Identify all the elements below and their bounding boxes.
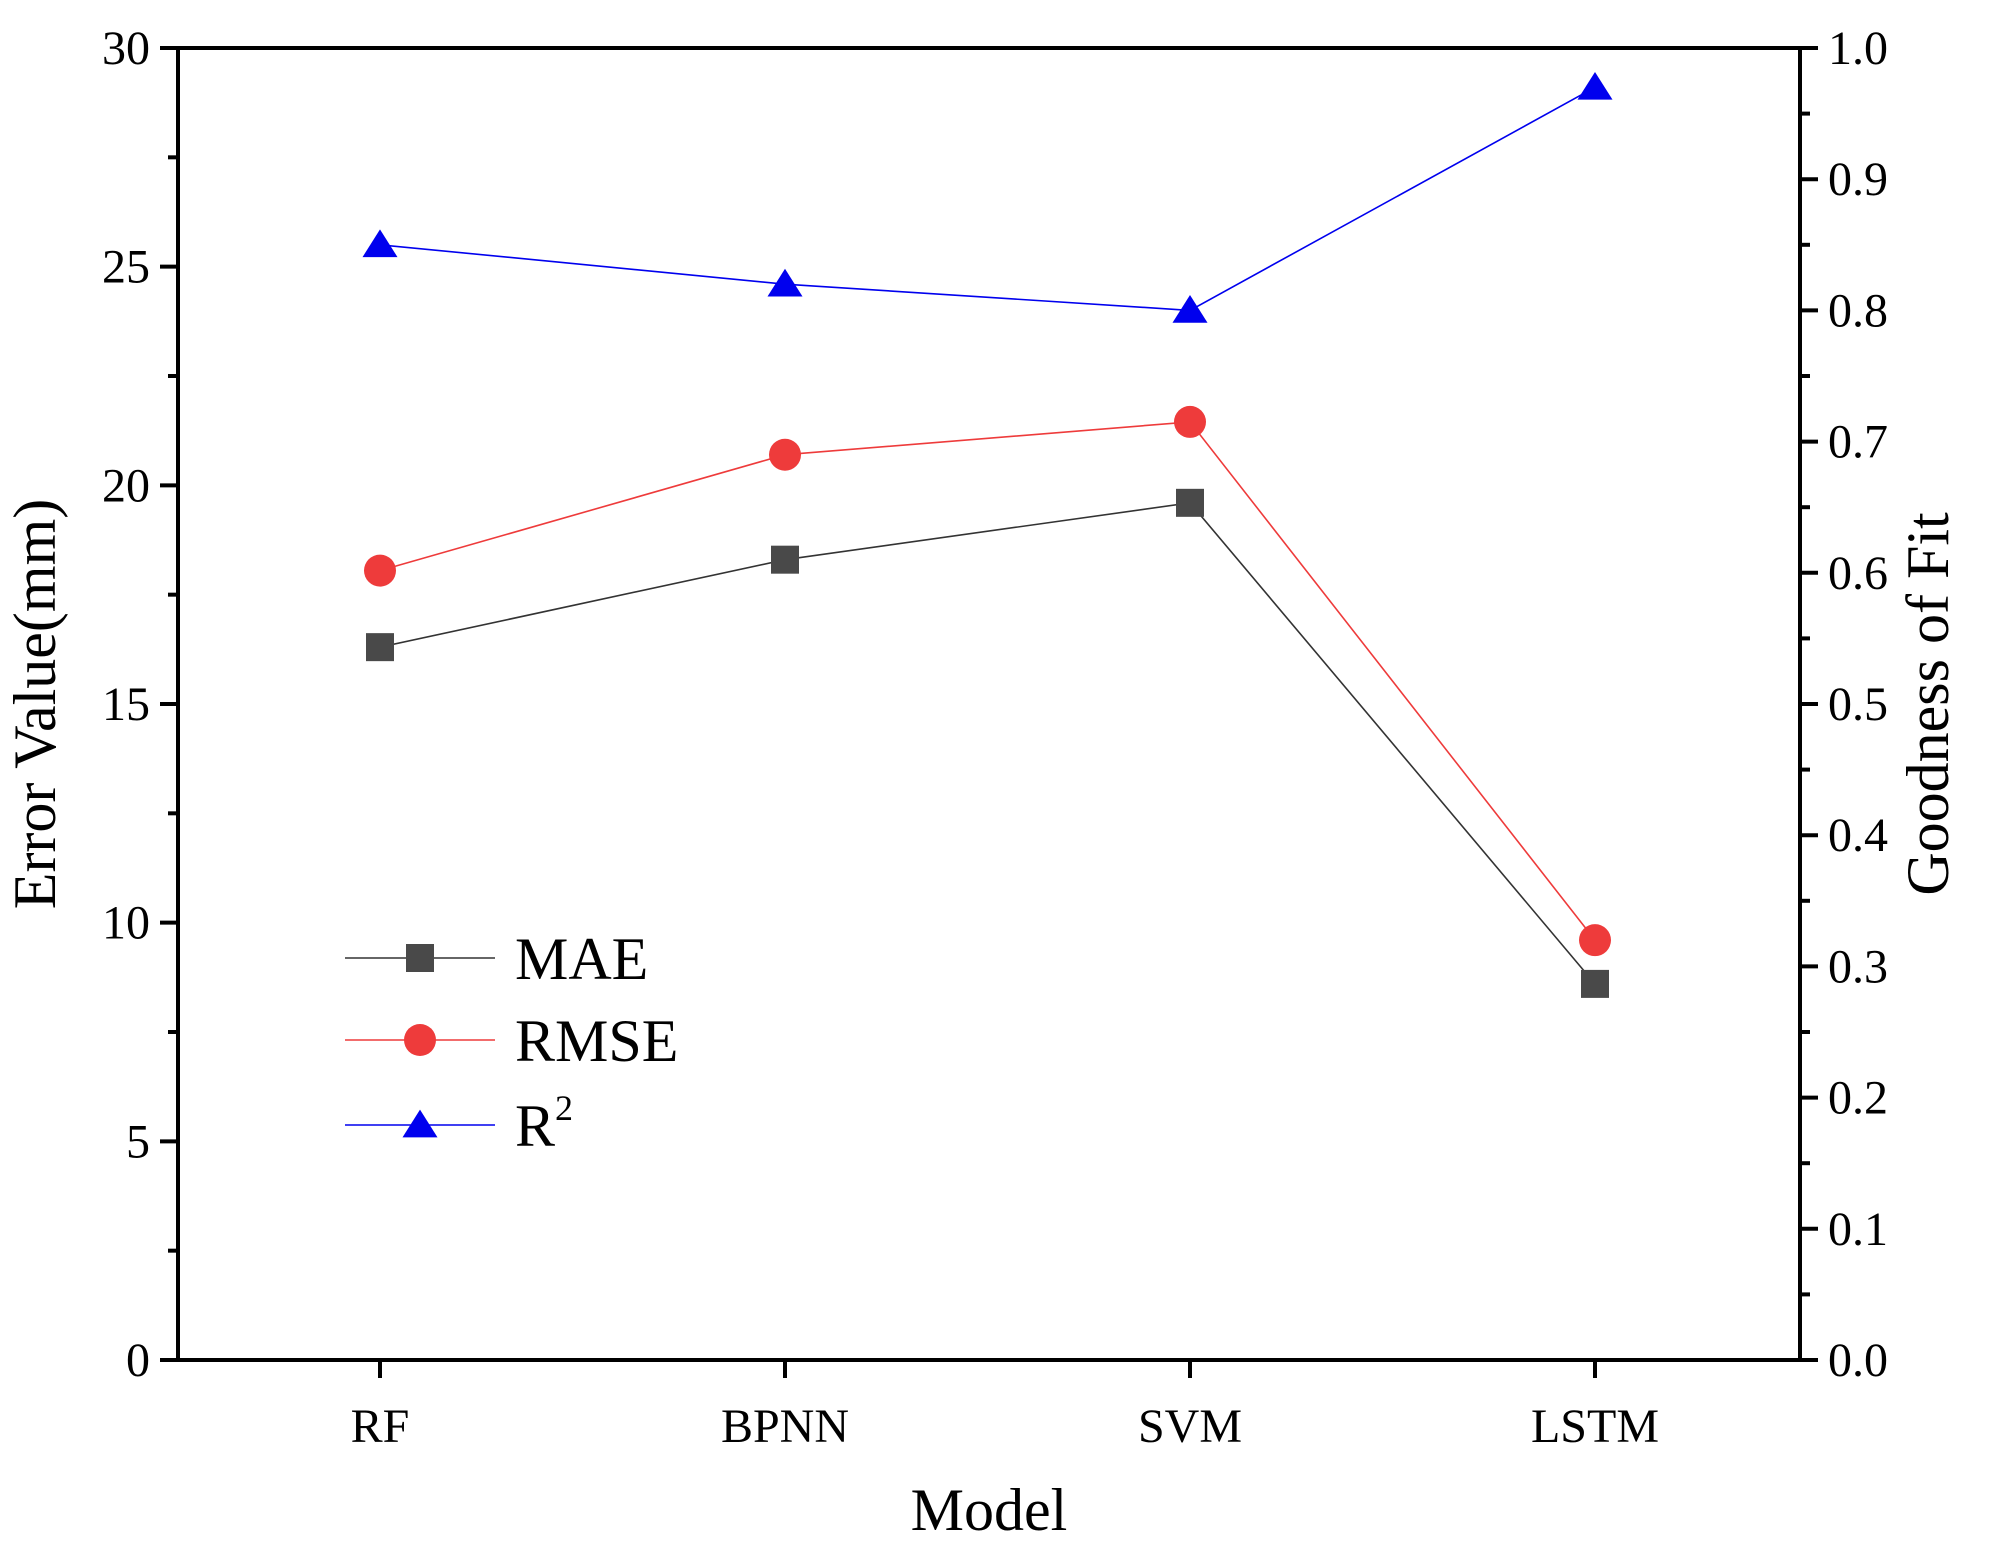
series-markers xyxy=(362,71,1613,998)
data-point-rmse xyxy=(364,554,396,587)
y-tick-label: 10 xyxy=(102,897,150,950)
data-point-r xyxy=(767,268,803,297)
y2-tick-label: 0.5 xyxy=(1828,678,1888,731)
y-tick-label: 5 xyxy=(126,1115,150,1168)
data-point-rmse xyxy=(769,438,801,471)
x-axis-title: Model xyxy=(911,1477,1068,1543)
data-point-rmse xyxy=(1579,924,1611,957)
y2-tick-label: 0.6 xyxy=(1828,547,1888,600)
x-axis: RF BPNN SVM LSTM xyxy=(351,1360,1659,1453)
data-point-r xyxy=(1577,71,1613,100)
series-lines xyxy=(379,86,1596,985)
y-tick-label: 15 xyxy=(102,678,150,731)
data-point-mae xyxy=(366,633,394,662)
y-tick-label: 0 xyxy=(126,1334,150,1387)
y-tick-label: 20 xyxy=(102,459,150,512)
y2-tick-label: 0.4 xyxy=(1828,809,1888,862)
data-point-mae xyxy=(1581,969,1609,998)
x-tick-label: RF xyxy=(351,1400,410,1453)
legend-marker-rmse xyxy=(404,1024,436,1056)
y2-tick-label: 0.7 xyxy=(1828,416,1888,469)
legend-marker-r xyxy=(402,1109,438,1138)
legend-label-rmse: RMSE xyxy=(515,1008,678,1074)
legend-marker-mae xyxy=(406,944,434,972)
data-point-r xyxy=(362,229,398,258)
right-axis: 0.0 0.1 0.2 0.3 0.4 0.5 0.6 0.7 0.8 0.9 1.0 xyxy=(1800,22,1888,1387)
x-tick-label: BPNN xyxy=(721,1400,849,1453)
data-point-rmse xyxy=(1174,405,1206,438)
series-line-rmse xyxy=(379,421,1596,941)
legend-label-mae: MAE xyxy=(515,926,648,992)
y2-tick-label: 0.9 xyxy=(1828,153,1888,206)
y2-tick-label: 0.3 xyxy=(1828,940,1888,993)
y-axis-title: Error Value(mm) xyxy=(2,499,68,909)
x-tick-label: LSTM xyxy=(1531,1400,1659,1453)
legend: MAE RMSE R2 xyxy=(345,926,678,1159)
data-point-mae xyxy=(1176,488,1204,517)
y2-tick-label: 0.2 xyxy=(1828,1072,1888,1125)
y2-tick-label: 0.0 xyxy=(1828,1334,1888,1387)
data-point-mae xyxy=(771,545,799,574)
y2-tick-label: 1.0 xyxy=(1828,22,1888,75)
series-line-r xyxy=(379,86,1596,312)
y-tick-label: 25 xyxy=(102,241,150,294)
y2-tick-label: 0.8 xyxy=(1828,284,1888,337)
legend-label-r: R2 xyxy=(515,1088,573,1159)
left-axis: 0 5 10 15 20 25 30 xyxy=(102,22,178,1387)
series-line-mae xyxy=(379,501,1596,985)
plot-frame xyxy=(176,46,1802,1362)
legend-superscript: 2 xyxy=(555,1088,573,1128)
x-tick-label: SVM xyxy=(1138,1400,1242,1453)
y2-axis-title: Goodness of Fit xyxy=(1895,512,1961,896)
y-tick-label: 30 xyxy=(102,22,150,75)
data-point-r xyxy=(1172,295,1208,323)
y2-tick-label: 0.1 xyxy=(1828,1203,1888,1256)
